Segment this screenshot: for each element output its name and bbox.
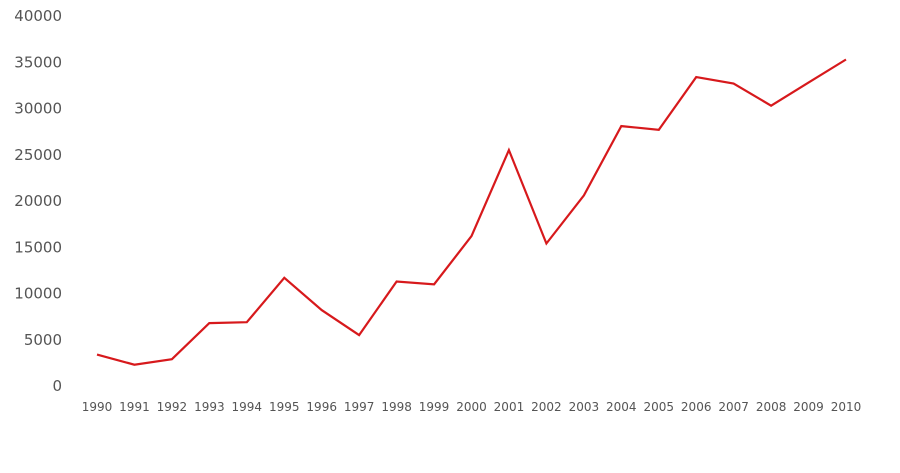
y-tick-label: 35000 bbox=[14, 53, 62, 71]
data-point bbox=[95, 352, 100, 357]
x-tick-label: 1990 bbox=[82, 400, 113, 414]
x-tick-label: 2005 bbox=[643, 400, 674, 414]
x-tick-label: 1999 bbox=[419, 400, 450, 414]
data-point bbox=[132, 362, 137, 367]
y-axis-ticks: 40000 35000 30000 25000 20000 15000 10000 5000 0 bbox=[14, 7, 62, 395]
x-tick-label: 1995 bbox=[269, 400, 300, 414]
data-point bbox=[581, 193, 586, 198]
x-tick-label: 2002 bbox=[531, 400, 562, 414]
data-point bbox=[694, 75, 699, 80]
data-point bbox=[619, 124, 624, 129]
data-point bbox=[844, 57, 849, 62]
data-point bbox=[806, 80, 811, 85]
data-point bbox=[319, 308, 324, 313]
y-tick-label: 10000 bbox=[14, 285, 62, 303]
data-point bbox=[282, 275, 287, 280]
x-tick-label: 2008 bbox=[756, 400, 787, 414]
x-tick-label: 1997 bbox=[344, 400, 375, 414]
data-point bbox=[432, 282, 437, 287]
x-tick-label: 1996 bbox=[306, 400, 337, 414]
data-point bbox=[769, 103, 774, 108]
data-point bbox=[469, 234, 474, 239]
data-point bbox=[506, 148, 511, 153]
x-tick-label: 1992 bbox=[157, 400, 188, 414]
x-tick-label: 2009 bbox=[793, 400, 824, 414]
y-tick-label: 0 bbox=[52, 377, 62, 395]
y-tick-label: 20000 bbox=[14, 192, 62, 210]
x-tick-label: 1998 bbox=[381, 400, 412, 414]
x-tick-label: 2004 bbox=[606, 400, 637, 414]
data-point bbox=[244, 320, 249, 325]
data-point bbox=[731, 81, 736, 86]
data-point bbox=[207, 321, 212, 326]
x-tick-label: 2010 bbox=[831, 400, 862, 414]
data-point bbox=[357, 333, 362, 338]
y-tick-label: 25000 bbox=[14, 146, 62, 164]
x-tick-label: 1994 bbox=[232, 400, 263, 414]
x-tick-label: 2000 bbox=[456, 400, 487, 414]
series-line bbox=[96, 58, 847, 366]
y-tick-label: 5000 bbox=[24, 331, 62, 349]
y-tick-label: 30000 bbox=[14, 100, 62, 118]
x-tick-label: 1991 bbox=[119, 400, 150, 414]
data-point bbox=[169, 357, 174, 362]
x-tick-label: 2001 bbox=[494, 400, 525, 414]
x-axis-ticks: 1990 1991 1992 1993 1994 1995 1996 1997 1998 1999… bbox=[82, 400, 862, 414]
data-point bbox=[656, 127, 661, 132]
x-tick-label: 2007 bbox=[718, 400, 749, 414]
y-tick-label: 15000 bbox=[14, 238, 62, 256]
x-tick-label: 2006 bbox=[681, 400, 712, 414]
x-tick-label: 1993 bbox=[194, 400, 225, 414]
series-layer bbox=[95, 57, 849, 367]
data-point bbox=[394, 279, 399, 284]
data-point bbox=[544, 241, 549, 246]
y-tick-label: 40000 bbox=[14, 7, 62, 25]
x-tick-label: 2003 bbox=[569, 400, 600, 414]
